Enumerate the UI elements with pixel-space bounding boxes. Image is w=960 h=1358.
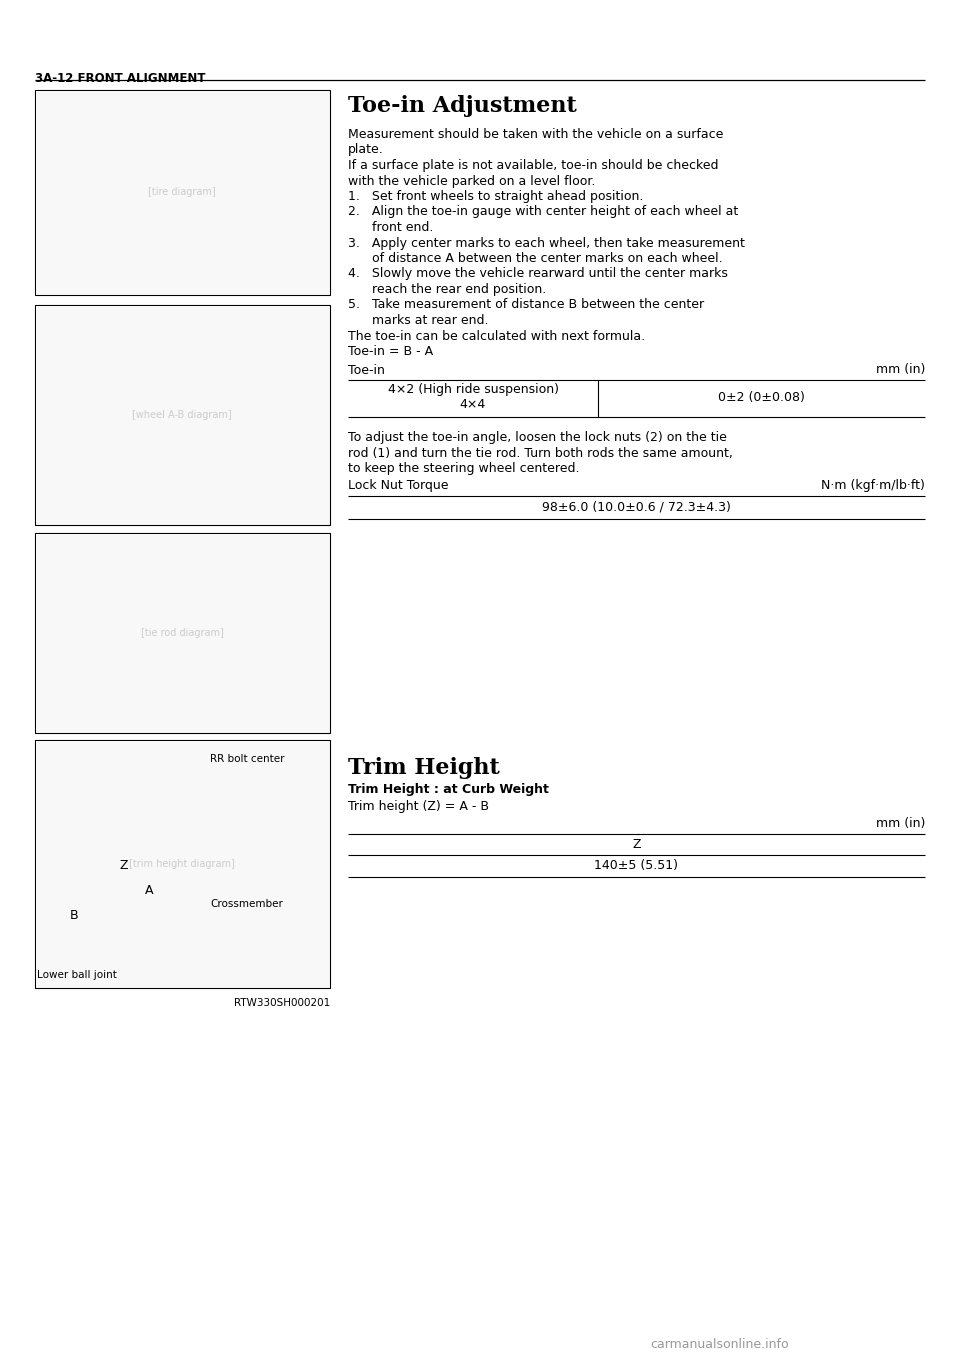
Text: mm (in): mm (in): [876, 818, 925, 830]
Text: 4×4: 4×4: [460, 398, 486, 411]
Text: Trim height (Z) = A - B: Trim height (Z) = A - B: [348, 800, 489, 813]
Text: The toe-in can be calculated with next formula.: The toe-in can be calculated with next f…: [348, 330, 645, 342]
Text: 4×2 (High ride suspension): 4×2 (High ride suspension): [388, 383, 559, 397]
Text: 98±6.0 (10.0±0.6 / 72.3±4.3): 98±6.0 (10.0±0.6 / 72.3±4.3): [542, 500, 731, 513]
Text: To adjust the toe-in angle, loosen the lock nuts (2) on the tie: To adjust the toe-in angle, loosen the l…: [348, 430, 727, 444]
Text: 3A-12 FRONT ALIGNMENT: 3A-12 FRONT ALIGNMENT: [35, 72, 205, 86]
Text: Crossmember: Crossmember: [210, 899, 283, 909]
Text: plate.: plate.: [348, 144, 384, 156]
Bar: [36, 534, 329, 732]
Text: Trim Height : at Curb Weight: Trim Height : at Curb Weight: [348, 784, 549, 796]
Text: Trim Height: Trim Height: [348, 756, 500, 779]
Bar: [35, 90, 330, 295]
Text: 4.   Slowly move the vehicle rearward until the center marks: 4. Slowly move the vehicle rearward unti…: [348, 268, 728, 281]
Text: mm (in): mm (in): [876, 364, 925, 376]
Text: 0±2 (0±0.08): 0±2 (0±0.08): [718, 391, 804, 403]
Text: Toe-in Adjustment: Toe-in Adjustment: [348, 95, 577, 117]
Text: marks at rear end.: marks at rear end.: [348, 314, 489, 327]
Bar: [36, 91, 329, 293]
Text: 5.   Take measurement of distance B between the center: 5. Take measurement of distance B betwee…: [348, 299, 704, 311]
Text: with the vehicle parked on a level floor.: with the vehicle parked on a level floor…: [348, 174, 595, 187]
Text: Lower ball joint: Lower ball joint: [37, 970, 117, 980]
Text: [tie rod diagram]: [tie rod diagram]: [140, 627, 224, 638]
Text: 1.   Set front wheels to straight ahead position.: 1. Set front wheels to straight ahead po…: [348, 190, 643, 202]
Text: carmanualsonline.info: carmanualsonline.info: [651, 1338, 789, 1351]
Text: 140±5 (5.51): 140±5 (5.51): [594, 860, 679, 872]
Text: of distance A between the center marks on each wheel.: of distance A between the center marks o…: [348, 253, 723, 265]
Text: to keep the steering wheel centered.: to keep the steering wheel centered.: [348, 462, 580, 475]
Text: If a surface plate is not available, toe-in should be checked: If a surface plate is not available, toe…: [348, 159, 718, 172]
Bar: [35, 532, 330, 733]
Bar: [35, 740, 330, 989]
Text: Toe-in: Toe-in: [348, 364, 385, 376]
Text: [wheel A-B diagram]: [wheel A-B diagram]: [132, 410, 232, 420]
Text: RR bolt center: RR bolt center: [210, 754, 284, 765]
Text: RTW330SH000201: RTW330SH000201: [233, 998, 330, 1008]
Bar: [36, 741, 329, 987]
Text: B: B: [70, 909, 79, 922]
Text: reach the rear end position.: reach the rear end position.: [348, 282, 546, 296]
Bar: [36, 306, 329, 524]
Text: A: A: [145, 884, 154, 898]
Text: N·m (kgf·m/lb·ft): N·m (kgf·m/lb·ft): [821, 479, 925, 493]
Text: 2.   Align the toe-in gauge with center height of each wheel at: 2. Align the toe-in gauge with center he…: [348, 205, 738, 219]
Text: 3.   Apply center marks to each wheel, then take measurement: 3. Apply center marks to each wheel, the…: [348, 236, 745, 250]
Text: [tire diagram]: [tire diagram]: [148, 187, 216, 197]
Text: Measurement should be taken with the vehicle on a surface: Measurement should be taken with the veh…: [348, 128, 724, 141]
Text: [trim height diagram]: [trim height diagram]: [129, 860, 235, 869]
Text: Z: Z: [633, 838, 640, 850]
Text: Z: Z: [120, 860, 129, 872]
Bar: [35, 306, 330, 526]
Text: Toe-in = B - A: Toe-in = B - A: [348, 345, 433, 359]
Text: front end.: front end.: [348, 221, 433, 234]
Text: rod (1) and turn the tie rod. Turn both rods the same amount,: rod (1) and turn the tie rod. Turn both …: [348, 447, 732, 459]
Text: Lock Nut Torque: Lock Nut Torque: [348, 479, 448, 493]
